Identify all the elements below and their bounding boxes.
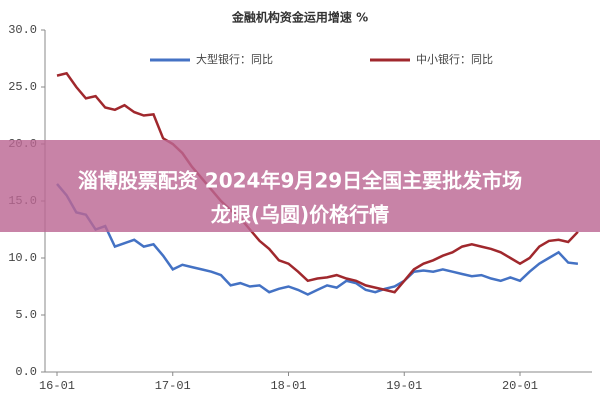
y-tick-label: 10.0 [8,251,37,265]
y-tick-label: 25.0 [8,80,37,94]
overlay-banner [0,140,600,232]
x-tick-label: 16-01 [39,379,75,393]
legend-label: 中小银行：同比 [416,52,493,66]
legend-label: 大型银行：同比 [196,52,273,66]
x-tick-label: 20-01 [502,379,538,393]
y-tick-label: 30.0 [8,23,37,37]
x-tick-label: 19-01 [386,379,422,393]
x-tick-label: 18-01 [270,379,306,393]
series-line [56,183,579,296]
overlay-text: 淄博股票配资 2024年9月29日全国主要批发市场 [78,169,522,193]
y-tick-label: 5.0 [15,308,37,322]
overlay-text: 龙眼(乌圆)价格行情 [211,203,389,227]
series-line [56,71,579,294]
chart-title: 金融机构资金运用增速 % [231,10,368,25]
x-tick-label: 17-01 [155,379,191,393]
y-tick-label: 0.0 [15,365,37,379]
